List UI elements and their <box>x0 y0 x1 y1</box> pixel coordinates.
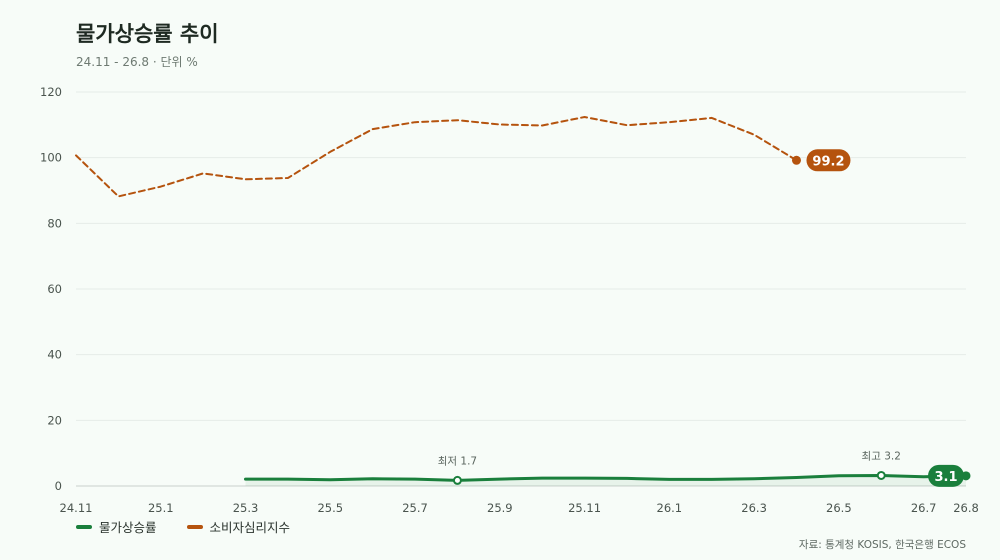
x-tick-label: 26.3 <box>741 501 767 515</box>
y-tick-label: 40 <box>47 348 62 362</box>
x-tick-label: 24.11 <box>60 501 93 515</box>
series-lines <box>75 116 968 482</box>
end-value-badge: 3.1 <box>928 464 964 487</box>
legend-label: 물가상승률 <box>99 520 157 535</box>
legend-swatch <box>76 524 92 529</box>
y-tick-label: 20 <box>47 413 62 427</box>
end-point <box>791 155 801 165</box>
end-badge-label: 3.1 <box>934 470 957 485</box>
y-tick-label: 120 <box>40 85 62 99</box>
x-tick-label: 26.8 <box>953 501 979 515</box>
x-tick-label: 25.7 <box>402 501 428 515</box>
y-axis: 0 20 40 60 80 100 120 <box>40 85 62 493</box>
x-tick-label: 25.3 <box>233 501 259 515</box>
annotation-point <box>876 470 886 480</box>
legend-item-inflation[interactable]: 물가상승률 <box>76 517 157 536</box>
end-badge-bg <box>928 464 964 487</box>
annotation-label: 최고 3.2 <box>862 450 901 462</box>
y-tick-label: 100 <box>40 151 62 165</box>
legend-label: 소비자심리지수 <box>209 520 291 535</box>
annotation-point <box>452 475 462 485</box>
legend: 물가상승률 소비자심리지수 <box>76 517 290 536</box>
y-tick-label: 80 <box>47 216 62 230</box>
chart-subtitle: 24.11 - 26.8 · 단위 % <box>76 55 198 69</box>
legend-swatch <box>186 524 203 529</box>
end-badge-label: 99.2 <box>812 154 844 169</box>
source-note: 자료: 통계청 KOSIS, 한국은행 ECOS <box>798 539 966 551</box>
x-tick-label: 25.1 <box>148 501 174 515</box>
annotation-label: 최저 1.7 <box>438 455 477 467</box>
y-tick-label: 60 <box>47 282 62 296</box>
markers: 최저 1.7 최고 3.2 3.1 99.2 <box>438 149 971 487</box>
x-tick-label: 25.11 <box>568 501 601 515</box>
x-tick-label: 26.1 <box>657 501 683 515</box>
x-tick-label: 26.5 <box>826 501 852 515</box>
end-badge-bg <box>806 149 851 172</box>
inflation-line <box>244 474 968 482</box>
x-tick-label: 25.9 <box>487 501 513 515</box>
line-chart: 0 20 40 60 80 100 120 24.11 25.1 25.3 25.5 25.7 25.… <box>40 85 979 515</box>
y-tick-label: 0 <box>55 479 62 493</box>
grid-lines <box>76 91 966 487</box>
x-tick-label: 26.7 <box>911 501 937 515</box>
legend-item-sentiment[interactable]: 소비자심리지수 <box>186 517 291 536</box>
x-tick-label: 25.5 <box>317 501 343 515</box>
x-axis: 24.11 25.1 25.3 25.5 25.7 25.9 25.11 26.1 26.3 26… <box>60 501 979 515</box>
chart-title: 물가상승률 추이 <box>76 22 219 46</box>
sentiment-line <box>75 116 798 198</box>
end-value-badge: 99.2 <box>806 149 851 172</box>
